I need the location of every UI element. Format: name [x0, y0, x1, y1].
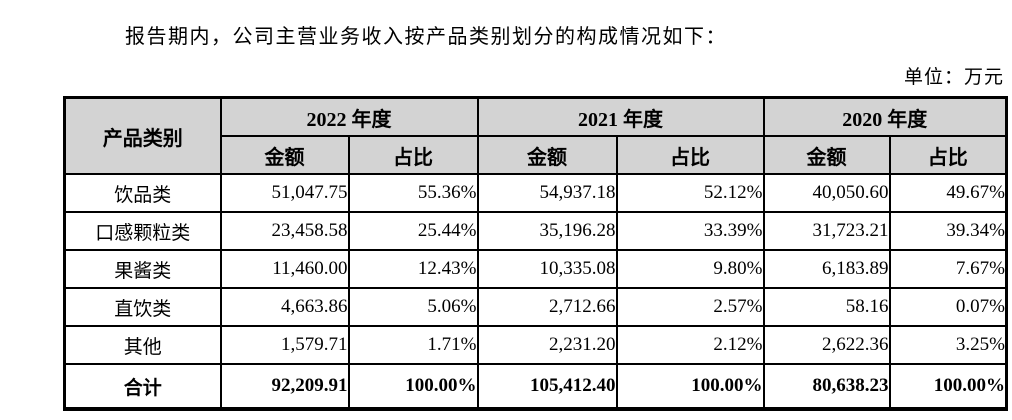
amount-cell-2022: 11,460.00 — [219, 249, 350, 289]
ratio-cell-2020: 7.67% — [888, 249, 1008, 289]
header-row-years: 产品类别 2022 年度 2021 年度 2020 年度 — [63, 96, 1008, 175]
amount-cell-2020: 6,183.89 — [762, 249, 891, 289]
total-row: 合计 92,209.91 100.00% 105,412.40 100.00% … — [63, 363, 1008, 410]
ratio-cell-2022: 25.44% — [347, 211, 479, 251]
total-ratio-cell-2020: 100.00% — [888, 363, 1008, 410]
ratio-cell-2020: 49.67% — [888, 173, 1008, 213]
amount-cell-2021: 54,937.18 — [476, 173, 618, 213]
column-header-amount-2020: 金额 — [762, 135, 891, 175]
category-cell: 饮品类 — [63, 173, 222, 213]
ratio-cell-2021: 33.39% — [615, 211, 765, 251]
amount-cell-2021: 2,712.66 — [476, 287, 618, 327]
ratio-cell-2020: 39.34% — [888, 211, 1008, 251]
column-header-amount-2022: 金额 — [219, 135, 350, 175]
amount-cell-2022: 23,458.58 — [219, 211, 350, 251]
ratio-cell-2020: 3.25% — [888, 325, 1008, 365]
total-amount-cell-2020: 80,638.23 — [762, 363, 891, 410]
revenue-by-product-table: 产品类别 2022 年度 2021 年度 2020 年度 金额 占比 金额 占比… — [63, 96, 1008, 411]
column-header-ratio-2022: 占比 — [347, 135, 479, 175]
category-cell: 其他 — [63, 325, 222, 365]
table-row: 饮品类 51,047.75 55.36% 54,937.18 52.12% 40… — [63, 173, 1008, 213]
unit-label: 单位：万元 — [903, 67, 1004, 88]
amount-cell-2022: 1,579.71 — [219, 325, 350, 365]
category-cell: 直饮类 — [63, 287, 222, 327]
column-header-product-category: 产品类别 — [63, 96, 222, 175]
ratio-cell-2022: 1.71% — [347, 325, 479, 365]
total-ratio-cell-2021: 100.00% — [615, 363, 765, 410]
ratio-cell-2022: 5.06% — [347, 287, 479, 327]
ratio-cell-2022: 12.43% — [347, 249, 479, 289]
header-row-subcolumns: 金额 占比 金额 占比 金额 占比 — [65, 135, 1008, 175]
ratio-cell-2021: 2.57% — [615, 287, 765, 327]
column-header-year-2022: 2022 年度 — [219, 96, 479, 137]
column-header-year-2020: 2020 年度 — [762, 96, 1008, 137]
amount-cell-2020: 2,622.36 — [762, 325, 891, 365]
amount-cell-2020: 40,050.60 — [762, 173, 891, 213]
amount-cell-2021: 10,335.08 — [476, 249, 618, 289]
column-header-ratio-2020: 占比 — [888, 135, 1008, 175]
table-header: 产品类别 2022 年度 2021 年度 2020 年度 金额 占比 金额 占比… — [63, 96, 1008, 175]
amount-cell-2021: 35,196.28 — [476, 211, 618, 251]
table-body: 饮品类 51,047.75 55.36% 54,937.18 52.12% 40… — [63, 173, 1008, 410]
ratio-cell-2022: 55.36% — [347, 173, 479, 213]
amount-cell-2020: 58.16 — [762, 287, 891, 327]
ratio-cell-2021: 9.80% — [615, 249, 765, 289]
amount-cell-2022: 51,047.75 — [219, 173, 350, 213]
table-row: 其他 1,579.71 1.71% 2,231.20 2.12% 2,622.3… — [63, 325, 1008, 365]
column-header-ratio-2021: 占比 — [615, 135, 765, 175]
amount-cell-2022: 4,663.86 — [219, 287, 350, 327]
column-header-amount-2021: 金额 — [476, 135, 618, 175]
total-ratio-cell-2022: 100.00% — [347, 363, 479, 410]
category-cell: 口感颗粒类 — [63, 211, 222, 251]
total-label-cell: 合计 — [63, 363, 222, 410]
ratio-cell-2021: 52.12% — [615, 173, 765, 213]
ratio-cell-2020: 0.07% — [888, 287, 1008, 327]
category-cell: 果酱类 — [63, 249, 222, 289]
table-row: 直饮类 4,663.86 5.06% 2,712.66 2.57% 58.16 … — [63, 287, 1008, 327]
total-amount-cell-2021: 105,412.40 — [476, 363, 618, 410]
table-row: 口感颗粒类 23,458.58 25.44% 35,196.28 33.39% … — [63, 211, 1008, 251]
section-intro-text: 报告期内，公司主营业务收入按产品类别划分的构成情况如下： — [125, 26, 727, 48]
amount-cell-2021: 2,231.20 — [476, 325, 618, 365]
amount-cell-2020: 31,723.21 — [762, 211, 891, 251]
ratio-cell-2021: 2.12% — [615, 325, 765, 365]
column-header-year-2021: 2021 年度 — [476, 96, 765, 137]
table-row: 果酱类 11,460.00 12.43% 10,335.08 9.80% 6,1… — [63, 249, 1008, 289]
total-amount-cell-2022: 92,209.91 — [219, 363, 350, 410]
